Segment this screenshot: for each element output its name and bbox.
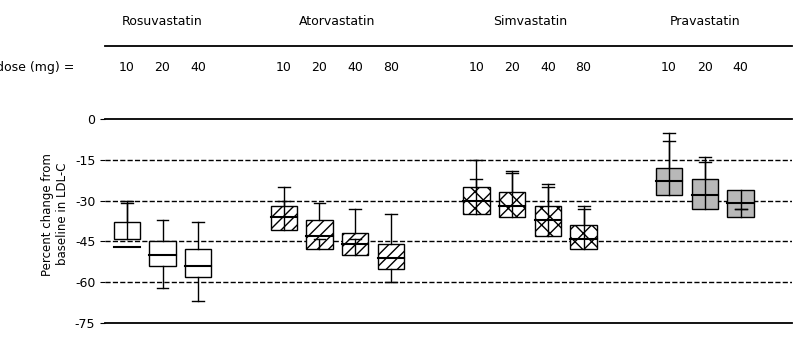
Bar <box>271 206 297 230</box>
Bar <box>149 241 176 266</box>
Bar <box>727 190 754 217</box>
Bar <box>692 179 718 208</box>
Text: Atorvastatin: Atorvastatin <box>299 15 376 28</box>
Text: 10: 10 <box>469 61 484 74</box>
Text: Pravastatin: Pravastatin <box>670 15 740 28</box>
Text: 10: 10 <box>276 61 292 74</box>
Bar <box>342 233 368 255</box>
Text: 40: 40 <box>191 61 206 74</box>
Text: 20: 20 <box>696 61 713 74</box>
Bar <box>185 250 212 277</box>
Text: 40: 40 <box>733 61 748 74</box>
Y-axis label: Percent change from
baseline in LDL-C: Percent change from baseline in LDL-C <box>41 153 69 276</box>
Text: 40: 40 <box>540 61 556 74</box>
Bar <box>656 168 682 195</box>
Text: 10: 10 <box>119 61 135 74</box>
Text: Simvastatin: Simvastatin <box>493 15 567 28</box>
Bar <box>378 244 404 269</box>
Text: 20: 20 <box>154 61 170 74</box>
Text: 40: 40 <box>347 61 363 74</box>
Text: 80: 80 <box>383 61 399 74</box>
Text: dose (mg) =: dose (mg) = <box>0 61 74 74</box>
Text: 20: 20 <box>504 61 520 74</box>
Bar <box>463 187 490 214</box>
Text: 10: 10 <box>661 61 677 74</box>
Text: 80: 80 <box>575 61 591 74</box>
Bar <box>306 220 333 250</box>
Text: 20: 20 <box>312 61 327 74</box>
Bar <box>114 222 140 239</box>
Bar <box>499 192 525 217</box>
Text: Rosuvastatin: Rosuvastatin <box>122 15 203 28</box>
Bar <box>570 225 597 250</box>
Bar <box>535 206 561 236</box>
